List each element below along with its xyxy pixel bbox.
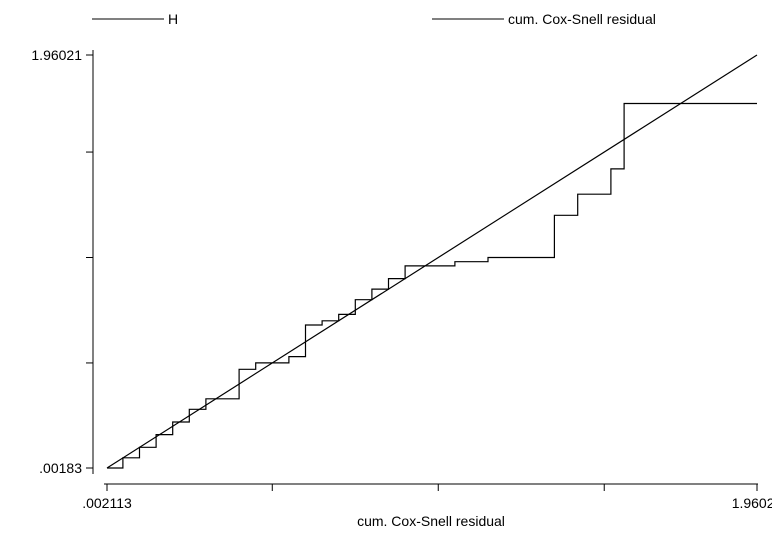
series-line-1 [106, 54, 758, 469]
x-axis-ticks: .002113 1.96021 [82, 484, 772, 511]
y-tick-label-0: .00183 [39, 460, 82, 476]
legend: H cum. Cox-Snell residual [92, 11, 656, 27]
x-tick-label-4: 1.96021 [732, 495, 772, 511]
series-line-0 [107, 102, 757, 469]
x-axis-title: cum. Cox-Snell residual [357, 513, 505, 529]
legend-label-residual: cum. Cox-Snell residual [508, 11, 656, 27]
legend-label-h: H [168, 11, 178, 27]
x-tick-label-0: .002113 [82, 495, 132, 511]
plot-area [106, 54, 758, 469]
y-axis-ticks: .00183 1.96021 [31, 47, 93, 476]
y-tick-label-4: 1.96021 [31, 47, 82, 63]
